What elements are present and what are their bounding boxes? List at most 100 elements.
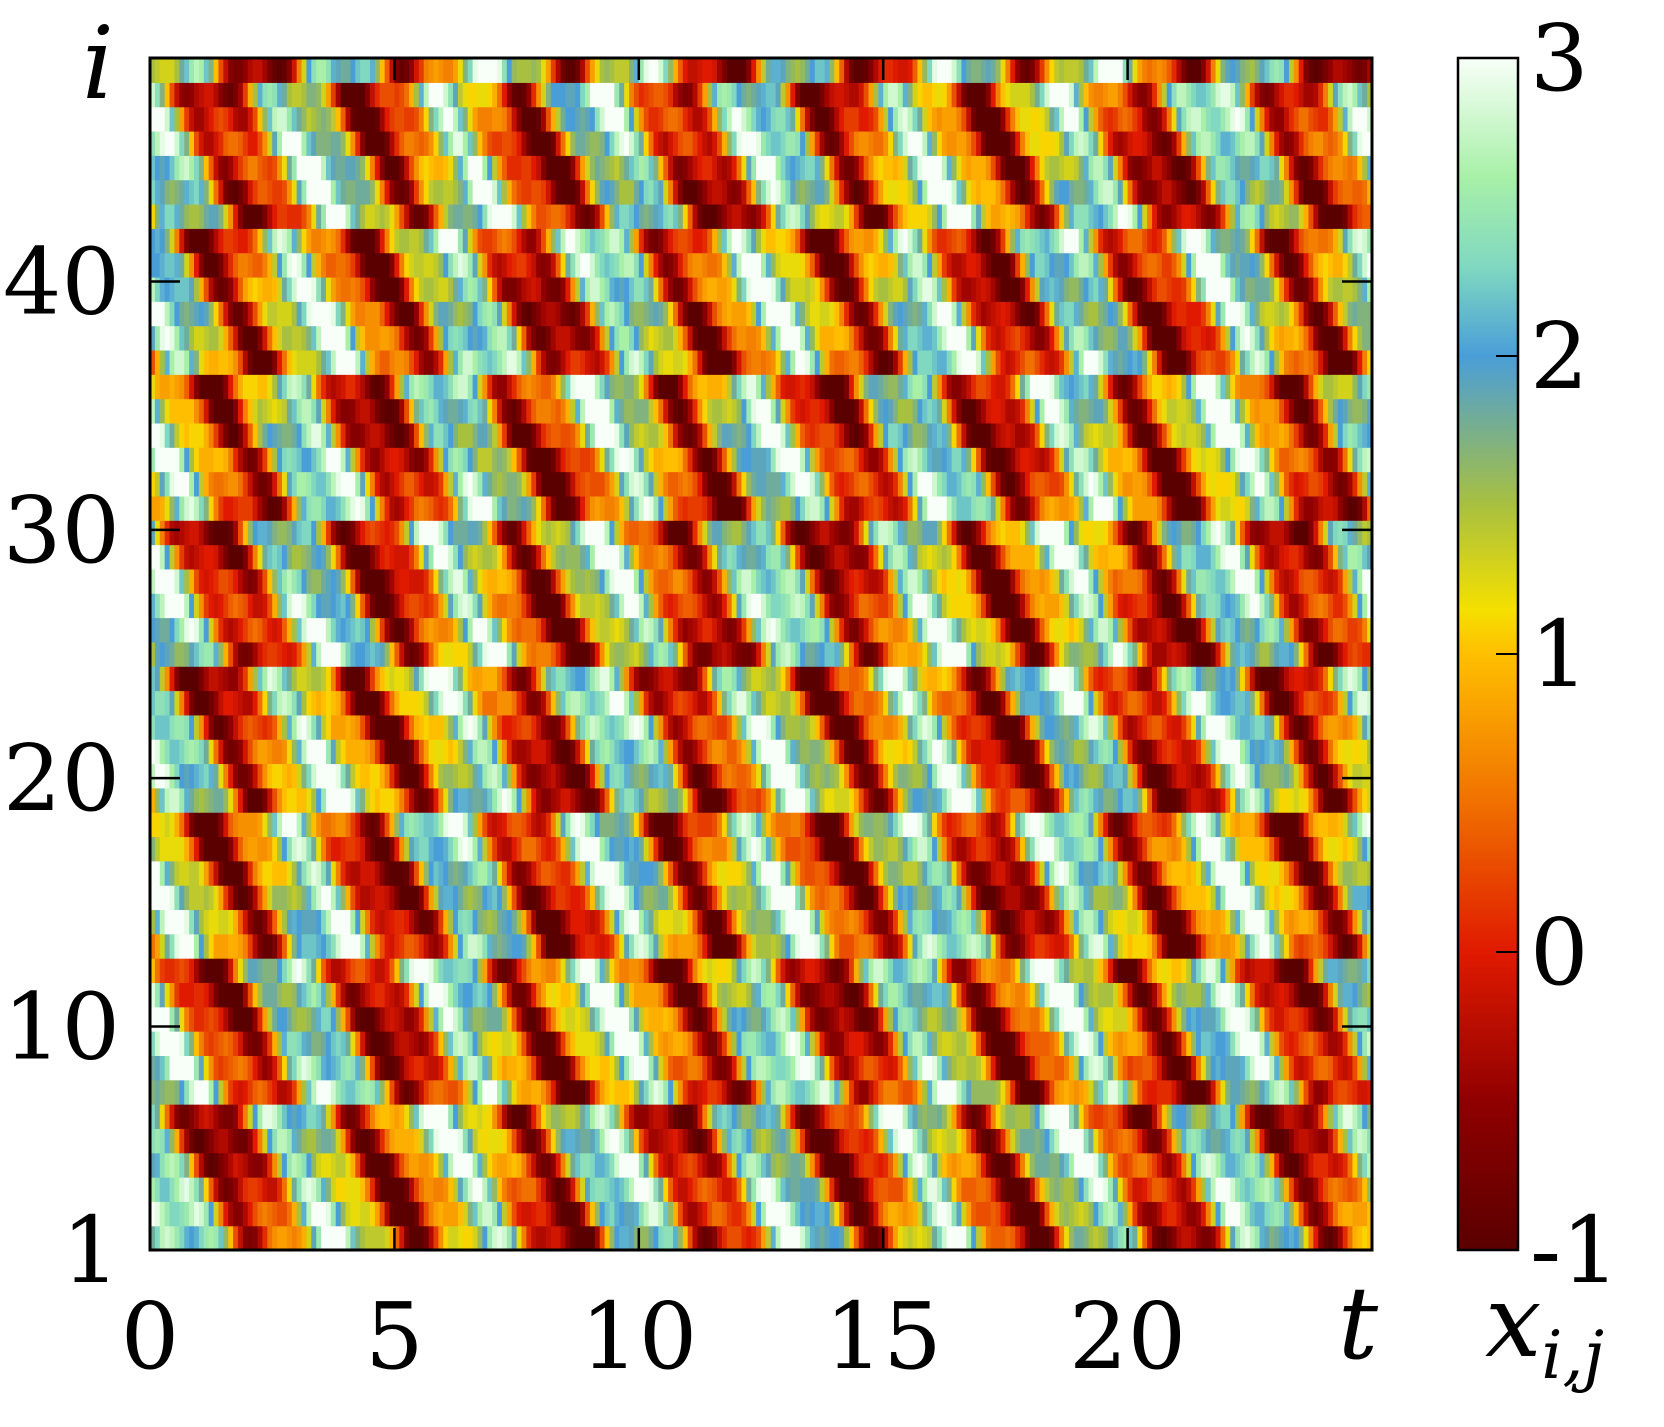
heatmap-cell: [746, 885, 752, 911]
heatmap-cell: [1152, 714, 1163, 740]
heatmap-cell: [164, 1079, 176, 1105]
heatmap-cell: [731, 763, 738, 789]
heatmap-cell: [379, 1128, 386, 1154]
heatmap-cell: [829, 1128, 835, 1154]
heatmap-cell: [150, 641, 156, 667]
heatmap-cell: [477, 836, 483, 862]
heatmap-cell: [1332, 1128, 1339, 1154]
heatmap-cell: [1098, 787, 1104, 813]
heatmap-cell: [462, 982, 474, 1008]
heatmap-cell: [203, 1152, 210, 1178]
heatmap-cell: [1171, 1128, 1178, 1154]
heatmap-cell: [575, 933, 581, 959]
heatmap-cell: [1034, 787, 1041, 813]
heatmap-cell: [736, 812, 743, 838]
heatmap-cell: [281, 1104, 288, 1129]
heatmap-cell: [1332, 690, 1339, 716]
heatmap-cell: [1020, 763, 1026, 789]
heatmap-cell: [922, 933, 928, 959]
heatmap-cell: [697, 1225, 703, 1250]
heatmap-cell: [966, 1055, 977, 1081]
heatmap-cell: [277, 1128, 288, 1154]
heatmap-cell: [384, 1201, 391, 1227]
heatmap-cell: [814, 787, 821, 813]
heatmap-cell: [824, 958, 831, 984]
heatmap-cell: [218, 690, 224, 716]
heatmap-cell: [1303, 1006, 1310, 1032]
heatmap-cell: [1044, 933, 1050, 959]
heatmap-cell: [228, 763, 234, 789]
heatmap-cell: [956, 1128, 963, 1154]
heatmap-cell: [1293, 1055, 1300, 1081]
heatmap-cell: [550, 714, 557, 740]
heatmap-cell: [702, 958, 708, 984]
heatmap-cell: [770, 1055, 777, 1081]
heatmap-cell: [1298, 860, 1305, 886]
heatmap-cell: [589, 763, 596, 789]
heatmap-cell: [335, 982, 342, 1008]
heatmap-cell: [594, 739, 601, 765]
heatmap-cell: [1323, 714, 1329, 740]
heatmap-cell: [1337, 1128, 1344, 1154]
heatmap-cell: [536, 885, 542, 911]
heatmap-cell: [213, 1104, 220, 1129]
heatmap-cell: [526, 812, 532, 838]
heatmap-cell: [413, 787, 420, 813]
heatmap-cell: [1332, 909, 1344, 935]
heatmap-cell: [1156, 958, 1163, 984]
heatmap-cell: [702, 1006, 708, 1032]
heatmap-cell: [1068, 812, 1075, 838]
heatmap-cell: [218, 1031, 224, 1056]
heatmap-cell: [780, 909, 787, 935]
heatmap-cell: [775, 909, 782, 935]
heatmap-cell: [888, 1177, 904, 1202]
heatmap-cell: [247, 1177, 259, 1202]
heatmap-cell: [976, 1177, 987, 1202]
heatmap-cell: [834, 1055, 840, 1081]
heatmap-cell: [1142, 1055, 1153, 1081]
heatmap-cell: [360, 1128, 371, 1154]
heatmap-cell: [1318, 1006, 1324, 1032]
heatmap-cell: [1205, 690, 1212, 716]
heatmap-cell: [629, 1079, 635, 1105]
heatmap-cell: [1279, 836, 1285, 862]
heatmap-cell: [902, 1055, 909, 1081]
heatmap-cell: [761, 1152, 767, 1178]
heatmap-cell: [648, 812, 655, 838]
heatmap-cell: [795, 982, 801, 1008]
heatmap-cell: [1328, 1152, 1334, 1178]
heatmap-cell: [956, 714, 963, 740]
heatmap-cell: [321, 933, 327, 959]
heatmap-cell: [1244, 982, 1251, 1008]
heatmap-cell: [291, 1079, 298, 1105]
heatmap-cell: [184, 1031, 190, 1056]
heatmap-cell: [365, 836, 371, 862]
heatmap-cell: [203, 1104, 210, 1129]
heatmap-cell: [663, 690, 669, 716]
heatmap-cell: [658, 1128, 664, 1154]
heatmap-cell: [233, 714, 239, 740]
heatmap-cell: [536, 1201, 547, 1227]
heatmap-cell: [609, 933, 615, 959]
heatmap-cell: [369, 666, 376, 692]
heatmap-cell: [868, 666, 875, 692]
heatmap-cell: [448, 933, 454, 959]
heatmap-cell: [1269, 958, 1275, 984]
heatmap-cell: [311, 690, 317, 716]
heatmap-cell: [345, 1031, 352, 1056]
heatmap-cell: [1259, 690, 1266, 716]
heatmap-cell: [633, 1177, 650, 1202]
heatmap-cell: [1029, 739, 1036, 765]
heatmap-cell: [154, 1031, 161, 1056]
heatmap-cell: [487, 1006, 503, 1032]
heatmap-cell: [824, 885, 831, 911]
heatmap-cell: [1024, 1152, 1031, 1178]
heatmap-cell: [198, 1031, 205, 1056]
heatmap-cell: [897, 690, 904, 716]
heatmap-cell: [658, 787, 664, 813]
heatmap-cell: [1156, 1006, 1163, 1032]
heatmap-cell: [907, 1201, 914, 1227]
heatmap-cell: [296, 1201, 303, 1227]
heatmap-cell: [614, 860, 620, 886]
heatmap-cell: [179, 787, 185, 813]
